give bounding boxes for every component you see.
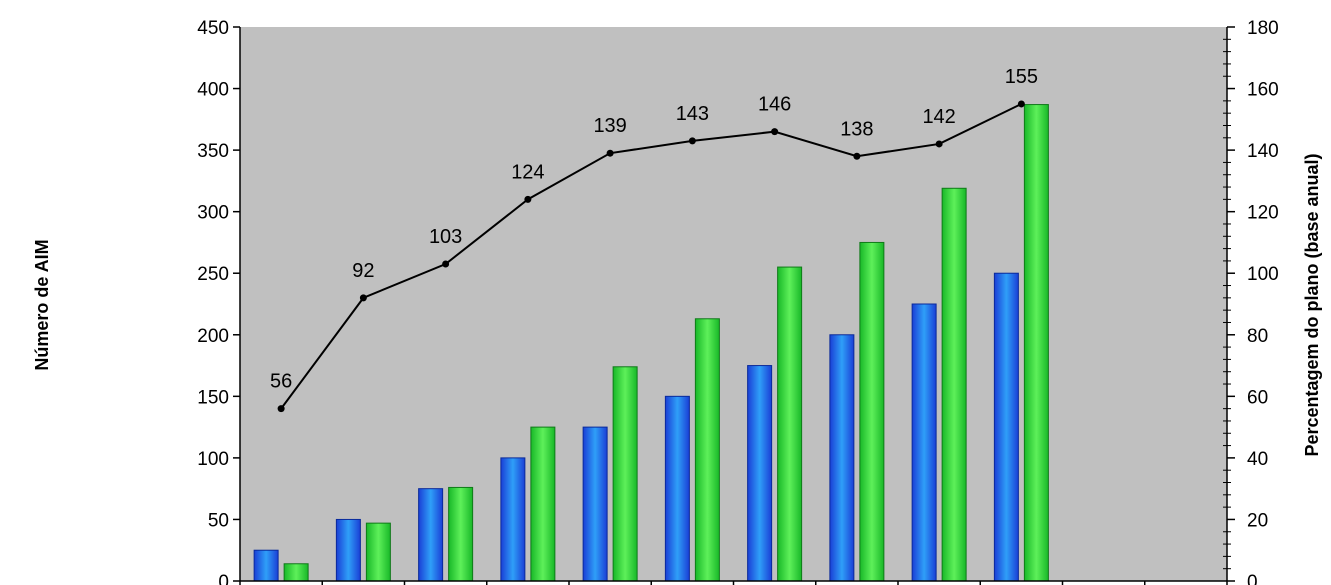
y2-tick-label-0: 0: [1247, 572, 1258, 585]
y-tick-label-5: 250: [197, 264, 229, 285]
line-series-percent: [280, 103, 1022, 410]
y2-tick-label-7: 140: [1247, 141, 1279, 162]
bar-series1-10: [993, 272, 1019, 582]
line-point-4: [524, 195, 532, 203]
y-tick-label-9: 450: [197, 18, 229, 39]
bar-series1-1: [253, 549, 279, 582]
plot-area: [240, 27, 1227, 581]
bar-series1-9: [911, 303, 937, 582]
line-point-9: [935, 140, 943, 148]
y2-tick-label-9: 180: [1247, 18, 1279, 39]
line-data-label-1: 56: [270, 371, 292, 393]
line-point-5: [606, 149, 614, 157]
bar-series2-2: [365, 522, 391, 582]
bar-series1-6: [664, 395, 690, 582]
line-data-label-3: 103: [429, 226, 462, 248]
line-data-label-6: 143: [676, 103, 709, 125]
line-data-label-5: 139: [593, 115, 626, 137]
bar-series2-6: [694, 318, 720, 582]
y-tick-label-8: 400: [197, 80, 229, 101]
line-data-label-4: 124: [511, 161, 544, 183]
line-point-7: [771, 128, 779, 136]
line-point-8: [853, 152, 861, 160]
bar-series1-7: [747, 365, 773, 582]
bar-series1-5: [582, 426, 608, 582]
y2-tick-label-3: 60: [1247, 387, 1268, 408]
bar-series2-5: [612, 366, 638, 582]
y2-tick-label-8: 160: [1247, 80, 1279, 101]
line-data-label-7: 146: [758, 94, 791, 116]
line-point-3: [442, 260, 450, 268]
bar-series1-3: [418, 488, 444, 582]
y2-tick-label-6: 120: [1247, 203, 1279, 224]
bar-series2-9: [941, 187, 967, 582]
line-point-10: [1017, 100, 1025, 108]
bar-series2-4: [530, 426, 556, 582]
y-tick-label-1: 50: [208, 510, 229, 531]
line-data-label-2: 92: [352, 260, 374, 282]
y-tick-label-2: 100: [197, 449, 229, 470]
y2-tick-label-2: 40: [1247, 449, 1268, 470]
y-tick-label-7: 350: [197, 141, 229, 162]
bar-series1-2: [335, 518, 361, 582]
line-data-label-9: 142: [922, 106, 955, 128]
y-tick-label-6: 300: [197, 203, 229, 224]
bar-series2-1: [283, 563, 309, 582]
line-point-1: [277, 405, 285, 413]
bar-series2-7: [777, 266, 803, 582]
bar-series1-8: [829, 334, 855, 582]
y-tick-label-4: 200: [197, 326, 229, 347]
y-tick-label-3: 150: [197, 387, 229, 408]
line-point-6: [688, 137, 696, 145]
bar-series2-3: [448, 486, 474, 582]
y2-axis-title: Percentagem do plano (base anual): [1302, 153, 1322, 456]
line-point-2: [359, 294, 367, 302]
bar-series1-4: [500, 457, 526, 582]
y2-tick-label-1: 20: [1247, 510, 1268, 531]
y-tick-label-0: 0: [218, 572, 229, 585]
line-data-label-10: 155: [1005, 66, 1038, 88]
y-axis-title: Número de AIM: [32, 239, 52, 370]
y2-tick-label-5: 100: [1247, 264, 1279, 285]
bar-series2-10: [1023, 104, 1049, 582]
bar-series2-8: [859, 241, 885, 582]
y2-tick-label-4: 80: [1247, 326, 1268, 347]
line-data-label-8: 138: [840, 118, 873, 140]
